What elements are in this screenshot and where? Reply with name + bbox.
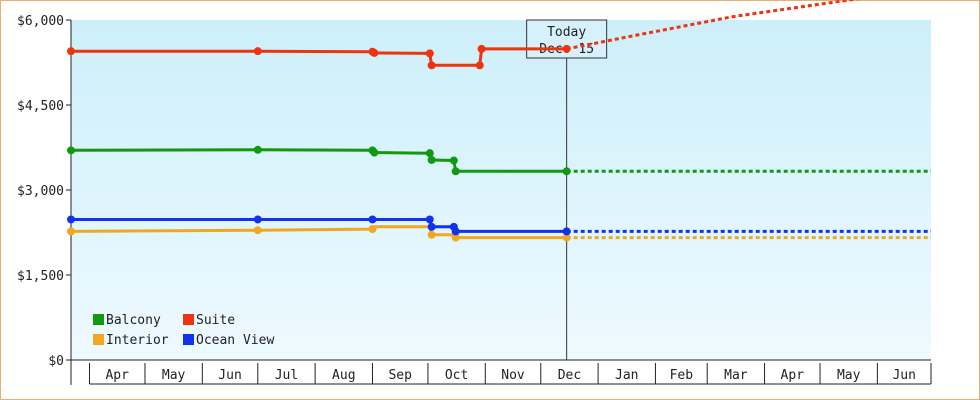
data-point-balcony bbox=[253, 145, 262, 154]
month-label: Apr bbox=[105, 368, 129, 383]
month-label: Jun bbox=[218, 368, 241, 383]
legend-label-interior: Interior bbox=[106, 333, 169, 348]
data-point-balcony bbox=[562, 167, 571, 176]
legend-label-suite: Suite bbox=[196, 313, 235, 328]
data-point-interior bbox=[562, 233, 571, 242]
data-point-suite bbox=[253, 47, 262, 56]
data-point-interior bbox=[427, 230, 436, 239]
data-point-interior bbox=[368, 225, 377, 234]
y-tick-label: $6,000 bbox=[17, 14, 64, 29]
month-label: May bbox=[162, 368, 186, 383]
y-tick-label: $0 bbox=[48, 354, 64, 369]
legend-swatch-suite bbox=[183, 314, 194, 325]
series-suite bbox=[67, 0, 860, 70]
legend-label-balcony: Balcony bbox=[106, 313, 161, 328]
data-point-balcony bbox=[425, 149, 434, 158]
month-label: Aug bbox=[332, 368, 355, 383]
data-point-ocean-view bbox=[427, 222, 436, 231]
legend-swatch-ocean-view bbox=[183, 334, 194, 345]
data-point-interior bbox=[253, 226, 262, 235]
data-point-ocean-view bbox=[253, 215, 262, 224]
x-axis-months: Apr May Jun Jul Aug Sep Oct Nov Dec Jan Feb Mar Apr M… bbox=[88, 363, 932, 385]
y-axis-ticks: $0 $1,500 $3,000 $4,500 $6,000 bbox=[17, 14, 71, 369]
month-label: Dec bbox=[558, 368, 581, 383]
month-label: Nov bbox=[501, 368, 525, 383]
series-balcony bbox=[67, 145, 931, 176]
today-label: Today bbox=[547, 25, 586, 40]
data-point-suite bbox=[562, 44, 571, 53]
data-point-suite bbox=[477, 44, 486, 53]
data-point-balcony bbox=[427, 155, 436, 164]
series-ocean-view bbox=[67, 215, 931, 236]
legend-swatch-balcony bbox=[93, 314, 104, 325]
data-point-balcony bbox=[370, 148, 379, 157]
y-tick-label: $4,500 bbox=[17, 99, 64, 114]
data-point-balcony bbox=[451, 167, 460, 176]
data-point-interior bbox=[451, 233, 460, 242]
projection-line-suite bbox=[566, 0, 860, 51]
y-tick-label: $3,000 bbox=[17, 184, 64, 199]
legend-swatch-interior bbox=[93, 334, 104, 345]
plot-area bbox=[71, 20, 931, 360]
month-label: Feb bbox=[670, 368, 694, 383]
month-label: Oct bbox=[445, 368, 468, 383]
month-label: Jan bbox=[615, 368, 638, 383]
data-point-balcony bbox=[449, 156, 458, 165]
month-label: May bbox=[837, 368, 861, 383]
month-label: Sep bbox=[388, 368, 412, 383]
data-point-interior bbox=[67, 227, 75, 236]
data-point-ocean-view bbox=[67, 215, 75, 224]
data-point-suite bbox=[425, 49, 434, 58]
legend: Balcony Suite Interior Ocean View bbox=[93, 313, 274, 348]
y-tick-label: $1,500 bbox=[17, 269, 64, 284]
data-point-suite bbox=[67, 47, 75, 56]
data-point-balcony bbox=[67, 146, 75, 155]
data-point-ocean-view bbox=[562, 227, 571, 236]
axes bbox=[70, 20, 931, 385]
legend-label-ocean-view: Ocean View bbox=[196, 333, 274, 348]
month-label: Jul bbox=[275, 368, 298, 383]
data-point-ocean-view bbox=[451, 227, 460, 236]
month-label: Jun bbox=[892, 368, 915, 383]
data-point-ocean-view bbox=[425, 215, 434, 224]
data-point-suite bbox=[475, 61, 484, 70]
data-point-suite bbox=[370, 48, 379, 57]
month-label: Apr bbox=[781, 368, 805, 383]
data-point-suite bbox=[427, 61, 436, 70]
data-point-ocean-view bbox=[368, 215, 377, 224]
series-lines bbox=[67, 0, 931, 242]
month-label: Mar bbox=[724, 368, 748, 383]
